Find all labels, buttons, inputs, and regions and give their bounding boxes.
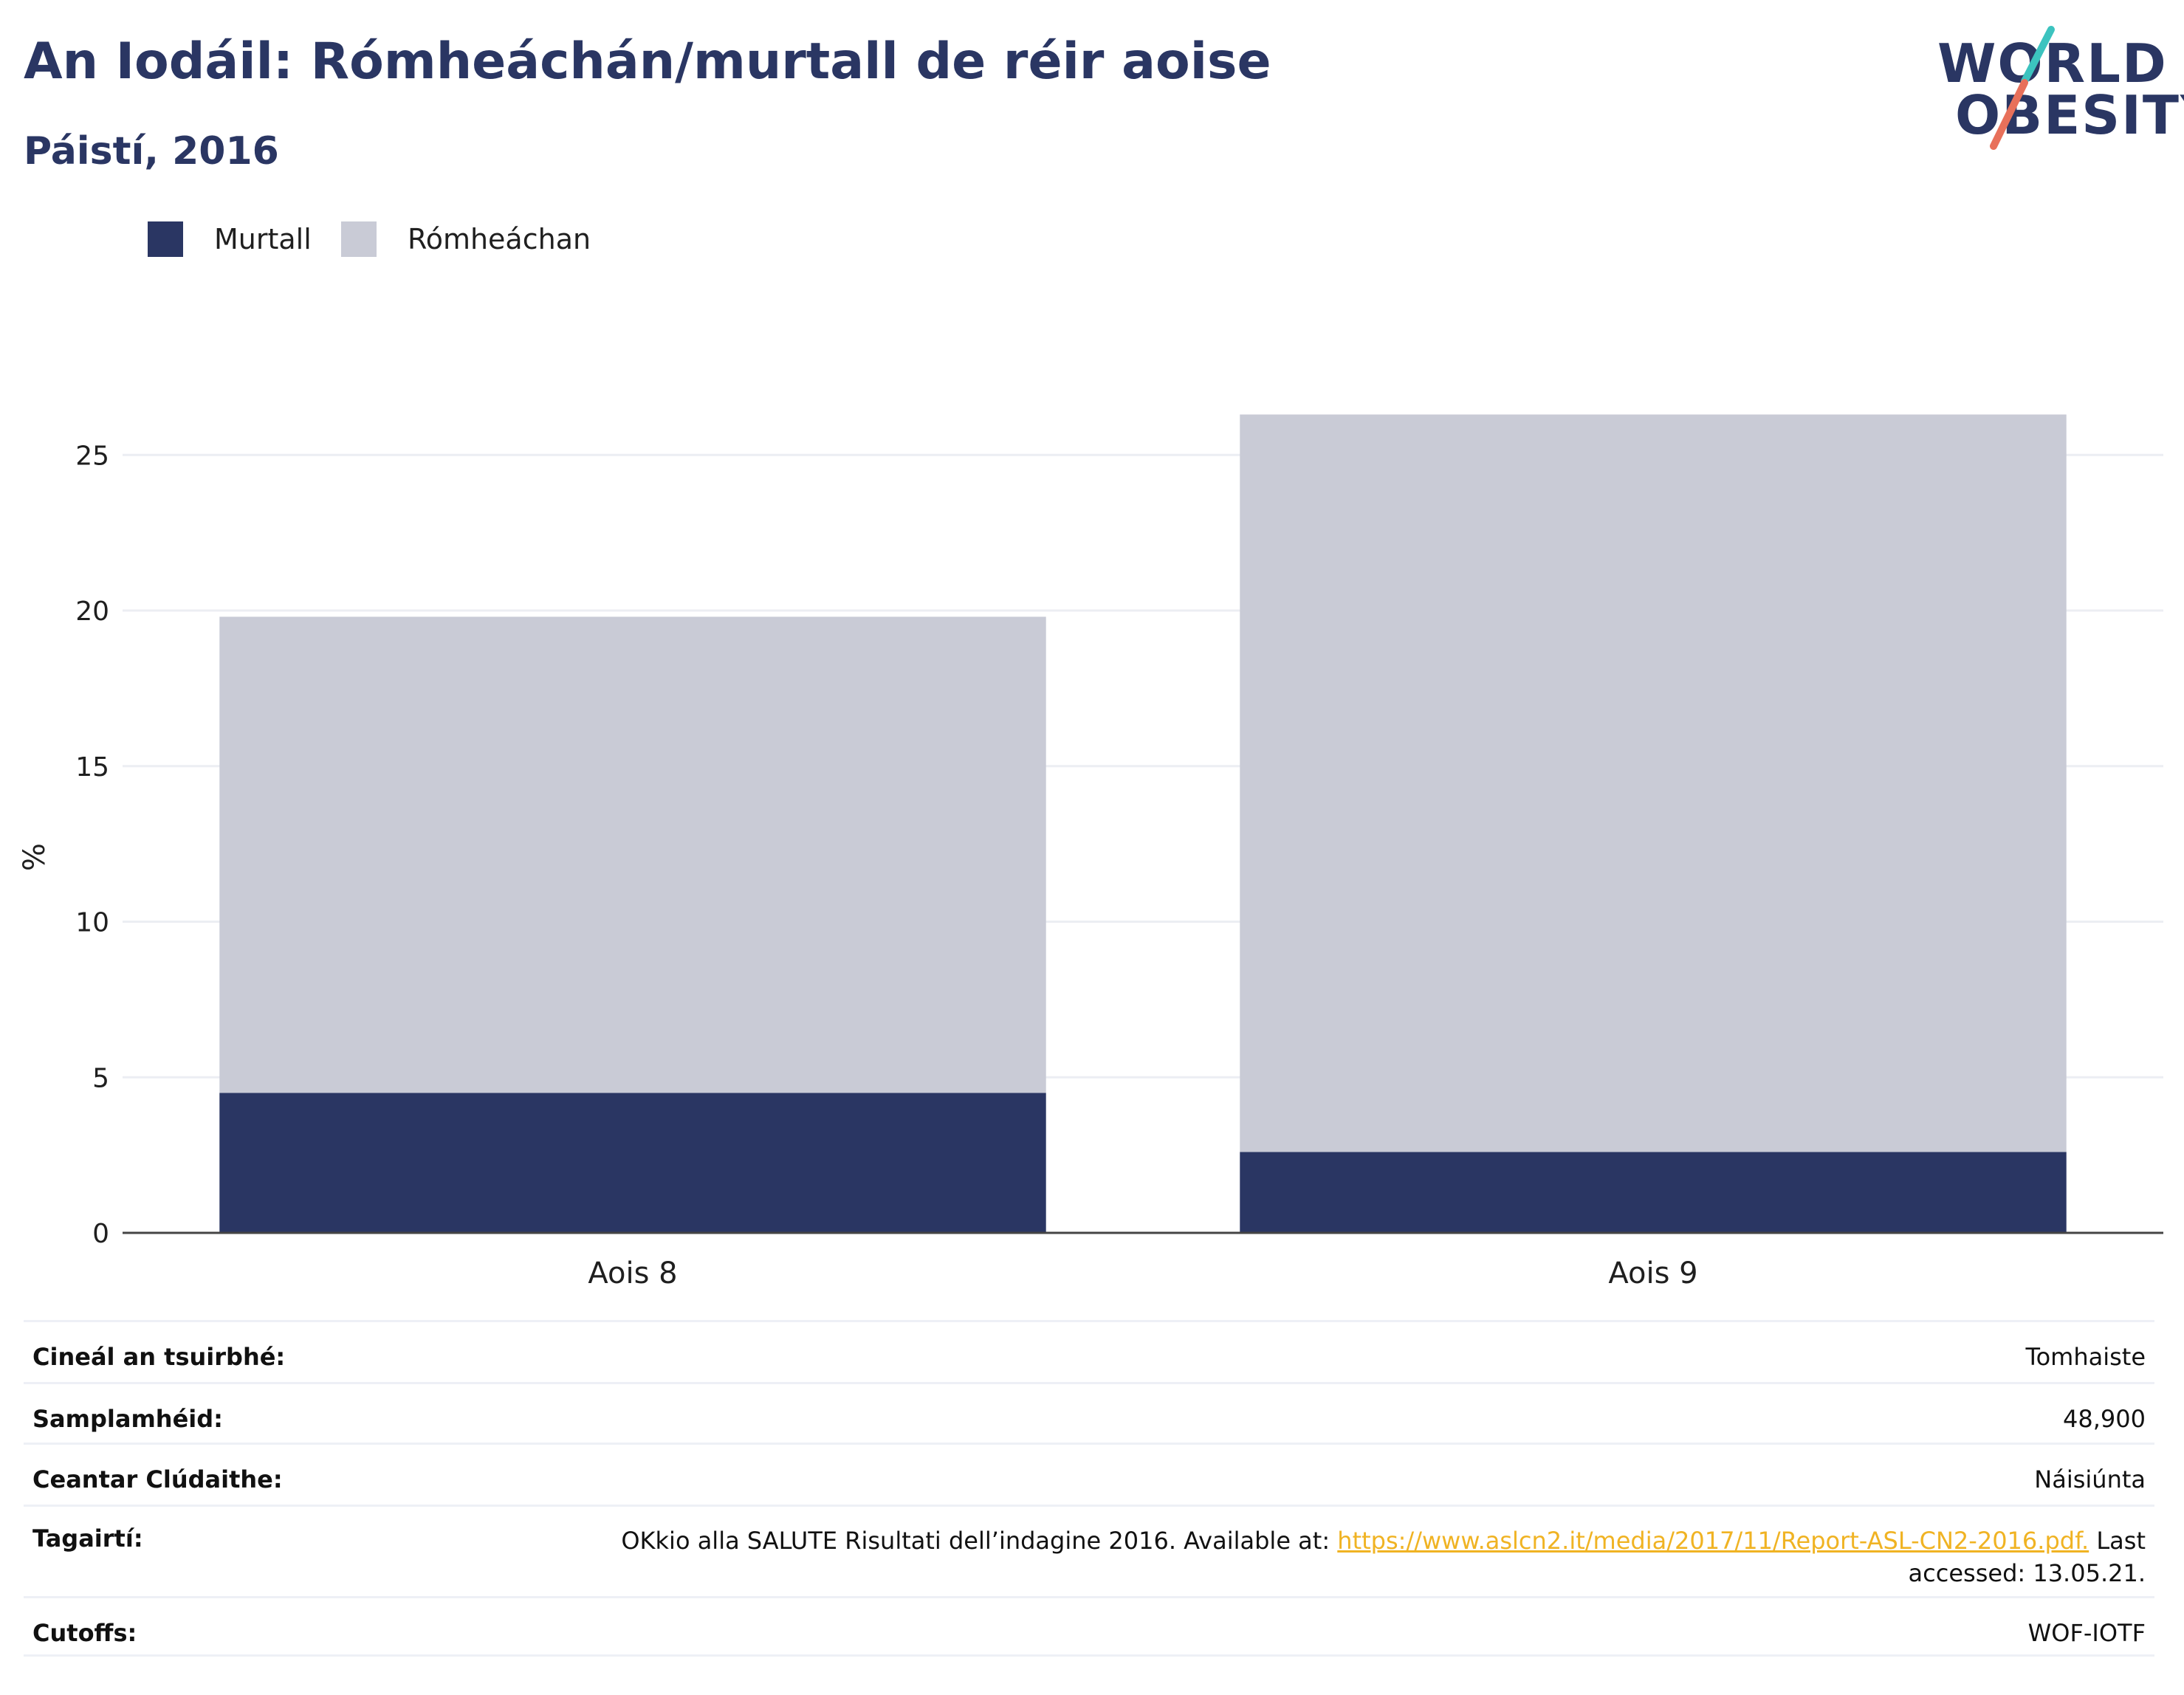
info-row-survey-type: Cineál an tsuirbhé: Tomhaiste <box>24 1320 2154 1382</box>
y-tick-label: 5 <box>92 1063 109 1093</box>
cutoffs-value: WOF-IOTF <box>2027 1619 2146 1647</box>
info-row-area-covered: Ceantar Clúdaithe: Náisiúnta <box>24 1443 2154 1505</box>
bar-murtall <box>219 1093 1046 1233</box>
survey-type-label: Cineál an tsuirbhé: <box>32 1343 286 1371</box>
y-axis-label: % <box>18 843 52 871</box>
references-link[interactable]: https://www.aslcn2.it/media/2017/11/Repo… <box>1337 1527 2089 1555</box>
sample-size-value: 48,900 <box>2063 1405 2146 1433</box>
references-value: OKkio alla SALUTE Risultati dell’indagin… <box>551 1524 2146 1589</box>
y-tick-label: 20 <box>75 596 109 627</box>
x-tick-label: Aois 8 <box>588 1256 677 1290</box>
bar-rómheáchan <box>1240 414 2067 1152</box>
cutoffs-label: Cutoffs: <box>32 1619 137 1647</box>
sample-size-label: Samplamhéid: <box>32 1405 223 1433</box>
legend-label-murtall: Murtall <box>214 223 312 255</box>
y-tick-label: 0 <box>92 1219 109 1249</box>
world-obesity-logo: WORLD OBESITY <box>1920 22 2184 155</box>
survey-type-value: Tomhaiste <box>2025 1343 2146 1371</box>
legend-swatch-romheachan <box>341 221 377 257</box>
info-row-cutoffs: Cutoffs: WOF-IOTF <box>24 1596 2154 1657</box>
y-tick-label: 25 <box>75 441 109 471</box>
logo-word-obesity: OBESITY <box>1955 84 2184 146</box>
bar-murtall <box>1240 1152 2067 1233</box>
bar-chart: 0 5 10 15 20 25 Aois 8 Aois 9% <box>18 414 2163 1290</box>
bar-rómheáchan <box>219 616 1046 1093</box>
y-tick-label: 10 <box>75 908 109 938</box>
references-label: Tagairtí: <box>32 1524 143 1553</box>
survey-info-table: Cineál an tsuirbhé: Tomhaiste Samplamhéi… <box>24 1320 2154 1657</box>
info-row-sample-size: Samplamhéid: 48,900 <box>24 1382 2154 1443</box>
legend-swatch-murtall <box>148 221 183 257</box>
info-row-references: Tagairtí: OKkio alla SALUTE Risultati de… <box>24 1505 2154 1596</box>
y-tick-label: 15 <box>75 752 109 783</box>
legend-label-romheachan: Rómheáchan <box>408 223 591 255</box>
logo-slash-icon <box>1990 26 2055 150</box>
area-covered-label: Ceantar Clúdaithe: <box>32 1465 283 1493</box>
references-text-after: Last accessed: 13.05.21. <box>1908 1527 2146 1587</box>
references-text-before: OKkio alla SALUTE Risultati dell’indagin… <box>621 1527 1338 1555</box>
chart-title: An Iodáil: Rómheáchán/murtall de réir ao… <box>24 32 1271 91</box>
chart-subtitle: Páistí, 2016 <box>24 129 279 173</box>
logo-word-world: WORLD <box>1937 32 2168 94</box>
x-tick-label: Aois 9 <box>1608 1256 1697 1290</box>
area-covered-value: Náisiúnta <box>2034 1465 2146 1493</box>
